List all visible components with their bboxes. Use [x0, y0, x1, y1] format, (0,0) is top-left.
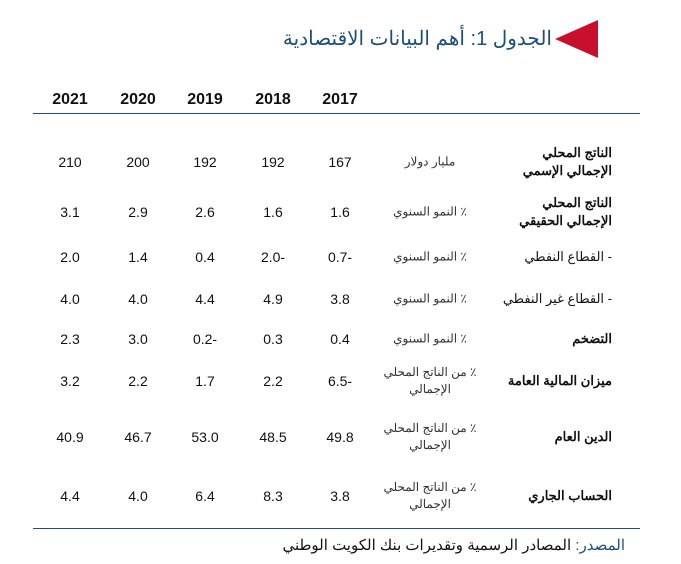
row-label: ميزان المالية العامة: [507, 373, 612, 388]
row-label: الناتج المحلي الإجمالي الحقيقي: [519, 195, 612, 228]
year-header-cell: 2021: [52, 91, 88, 108]
value-cell: 2.0: [60, 249, 80, 265]
value-cell: 0.7-: [327, 249, 353, 265]
value-cell: 4.9: [263, 291, 283, 307]
source-note: المصدر: المصادر الرسمية وتقديرات بنك الك…: [282, 536, 625, 554]
value-cell: 8.3: [263, 488, 283, 504]
year-header-cell: 2019: [187, 91, 223, 108]
title-marker-icon: [555, 20, 598, 58]
source-key: المصدر:: [575, 537, 625, 554]
value-cell: 4.0: [128, 291, 148, 307]
value-cell: 167: [328, 154, 352, 170]
value-cell: 1.7: [195, 373, 215, 389]
value-cell: 2.3: [60, 331, 80, 347]
value-cell: 2.2: [263, 373, 283, 389]
value-cell: 0.2-: [192, 331, 218, 347]
row-label: الحساب الجاري: [528, 488, 612, 503]
unit-cell: ٪ النمو السنوي: [393, 249, 467, 264]
value-cell: 4.0: [60, 291, 80, 307]
value-cell: 49.8: [326, 429, 354, 445]
value-cell: 40.9: [56, 429, 84, 445]
footer-divider: [33, 528, 640, 529]
value-cell: 1.4: [128, 249, 148, 265]
value-cell: 3.1: [60, 204, 80, 220]
source-text: المصادر الرسمية وتقديرات بنك الكويت الوط…: [282, 537, 576, 554]
value-cell: 0.4: [330, 331, 350, 347]
value-cell: 4.4: [60, 488, 80, 504]
value-cell: 3.8: [330, 488, 350, 504]
value-cell: 200: [126, 154, 150, 170]
row-label: الدين العام: [554, 429, 612, 444]
row-label: الناتج المحلي الإجمالي الإسمي: [522, 145, 612, 178]
value-cell: 4.4: [195, 291, 215, 307]
row-label: التضخم: [572, 331, 612, 346]
value-cell: 2.2: [128, 373, 148, 389]
unit-cell: ٪ النمو السنوي: [393, 291, 467, 306]
row-label: - القطاع النفطي: [524, 249, 612, 264]
year-header-cell: 2020: [120, 91, 156, 108]
value-cell: 46.7: [124, 429, 152, 445]
header-divider: [33, 113, 640, 114]
value-cell: 1.6: [330, 204, 350, 220]
unit-cell: مليار دولار: [404, 154, 456, 169]
value-cell: 6.4: [195, 488, 215, 504]
row-label: - القطاع غير النفطي: [502, 291, 612, 306]
unit-cell: ٪ النمو السنوي: [393, 204, 467, 219]
table-title: الجدول 1: أهم البيانات الاقتصادية: [282, 28, 552, 50]
value-cell: 210: [58, 154, 82, 170]
value-cell: 48.5: [259, 429, 287, 445]
value-cell: 53.0: [191, 429, 219, 445]
value-cell: 0.3: [263, 331, 283, 347]
year-header-cell: 2017: [322, 91, 358, 108]
value-cell: 2.0-: [260, 249, 286, 265]
year-header-cell: 2018: [255, 91, 291, 108]
value-cell: 192: [261, 154, 285, 170]
value-cell: 3.8: [330, 291, 350, 307]
unit-cell: ٪ من الناتج المحلي الإجمالي: [383, 365, 477, 396]
value-cell: 0.4: [195, 249, 215, 265]
unit-cell: ٪ من الناتج المحلي الإجمالي: [383, 421, 477, 452]
unit-cell: ٪ النمو السنوي: [393, 331, 467, 346]
value-cell: 6.5-: [327, 373, 353, 389]
value-cell: 3.2: [60, 373, 80, 389]
value-cell: 192: [193, 154, 217, 170]
unit-cell: ٪ من الناتج المحلي الإجمالي: [383, 480, 477, 511]
value-cell: 2.9: [128, 204, 148, 220]
value-cell: 1.6: [263, 204, 283, 220]
value-cell: 4.0: [128, 488, 148, 504]
value-cell: 3.0: [128, 331, 148, 347]
value-cell: 2.6: [195, 204, 215, 220]
